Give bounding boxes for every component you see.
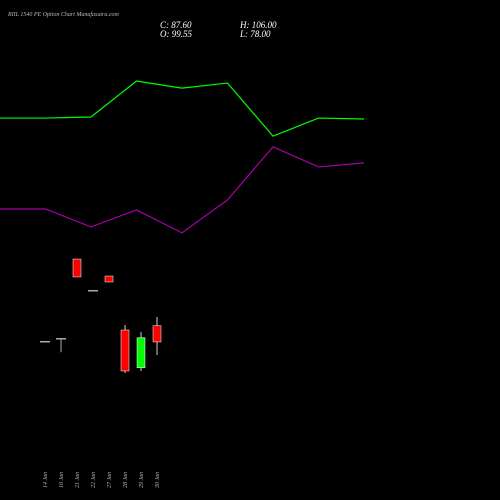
candle-body (104, 275, 114, 283)
x-tick-label: 21 Jan (75, 472, 81, 488)
x-tick-label: 29 Jan (139, 472, 145, 488)
chart-title: RIIL 1540 PE Option Chart Munafasutra.co… (7, 11, 120, 18)
candle-body (40, 340, 50, 343)
ohlc-high: H: 106.00 (239, 20, 277, 30)
ohlc-open: O: 99.55 (160, 29, 192, 39)
x-tick-label: 16 Jan (59, 472, 65, 488)
candle-body (152, 325, 162, 343)
x-tick-label: 14 Jan (42, 472, 49, 488)
candle-body (88, 289, 98, 292)
indicator-line (0, 146, 365, 234)
x-tick-label: 30 Jan (155, 472, 161, 489)
x-tick-label: 22 Jan (91, 472, 97, 488)
ohlc-low: L: 78.00 (239, 29, 271, 39)
ohlc-close: C: 87.60 (160, 20, 192, 30)
candle-body (136, 337, 146, 368)
candle-body (56, 338, 66, 340)
x-tick-label: 27 Jan (107, 472, 113, 488)
x-tick-label: 28 Jan (123, 472, 129, 488)
indicator-line (0, 80, 365, 137)
candle-body (72, 258, 82, 278)
candle-body (120, 329, 130, 372)
